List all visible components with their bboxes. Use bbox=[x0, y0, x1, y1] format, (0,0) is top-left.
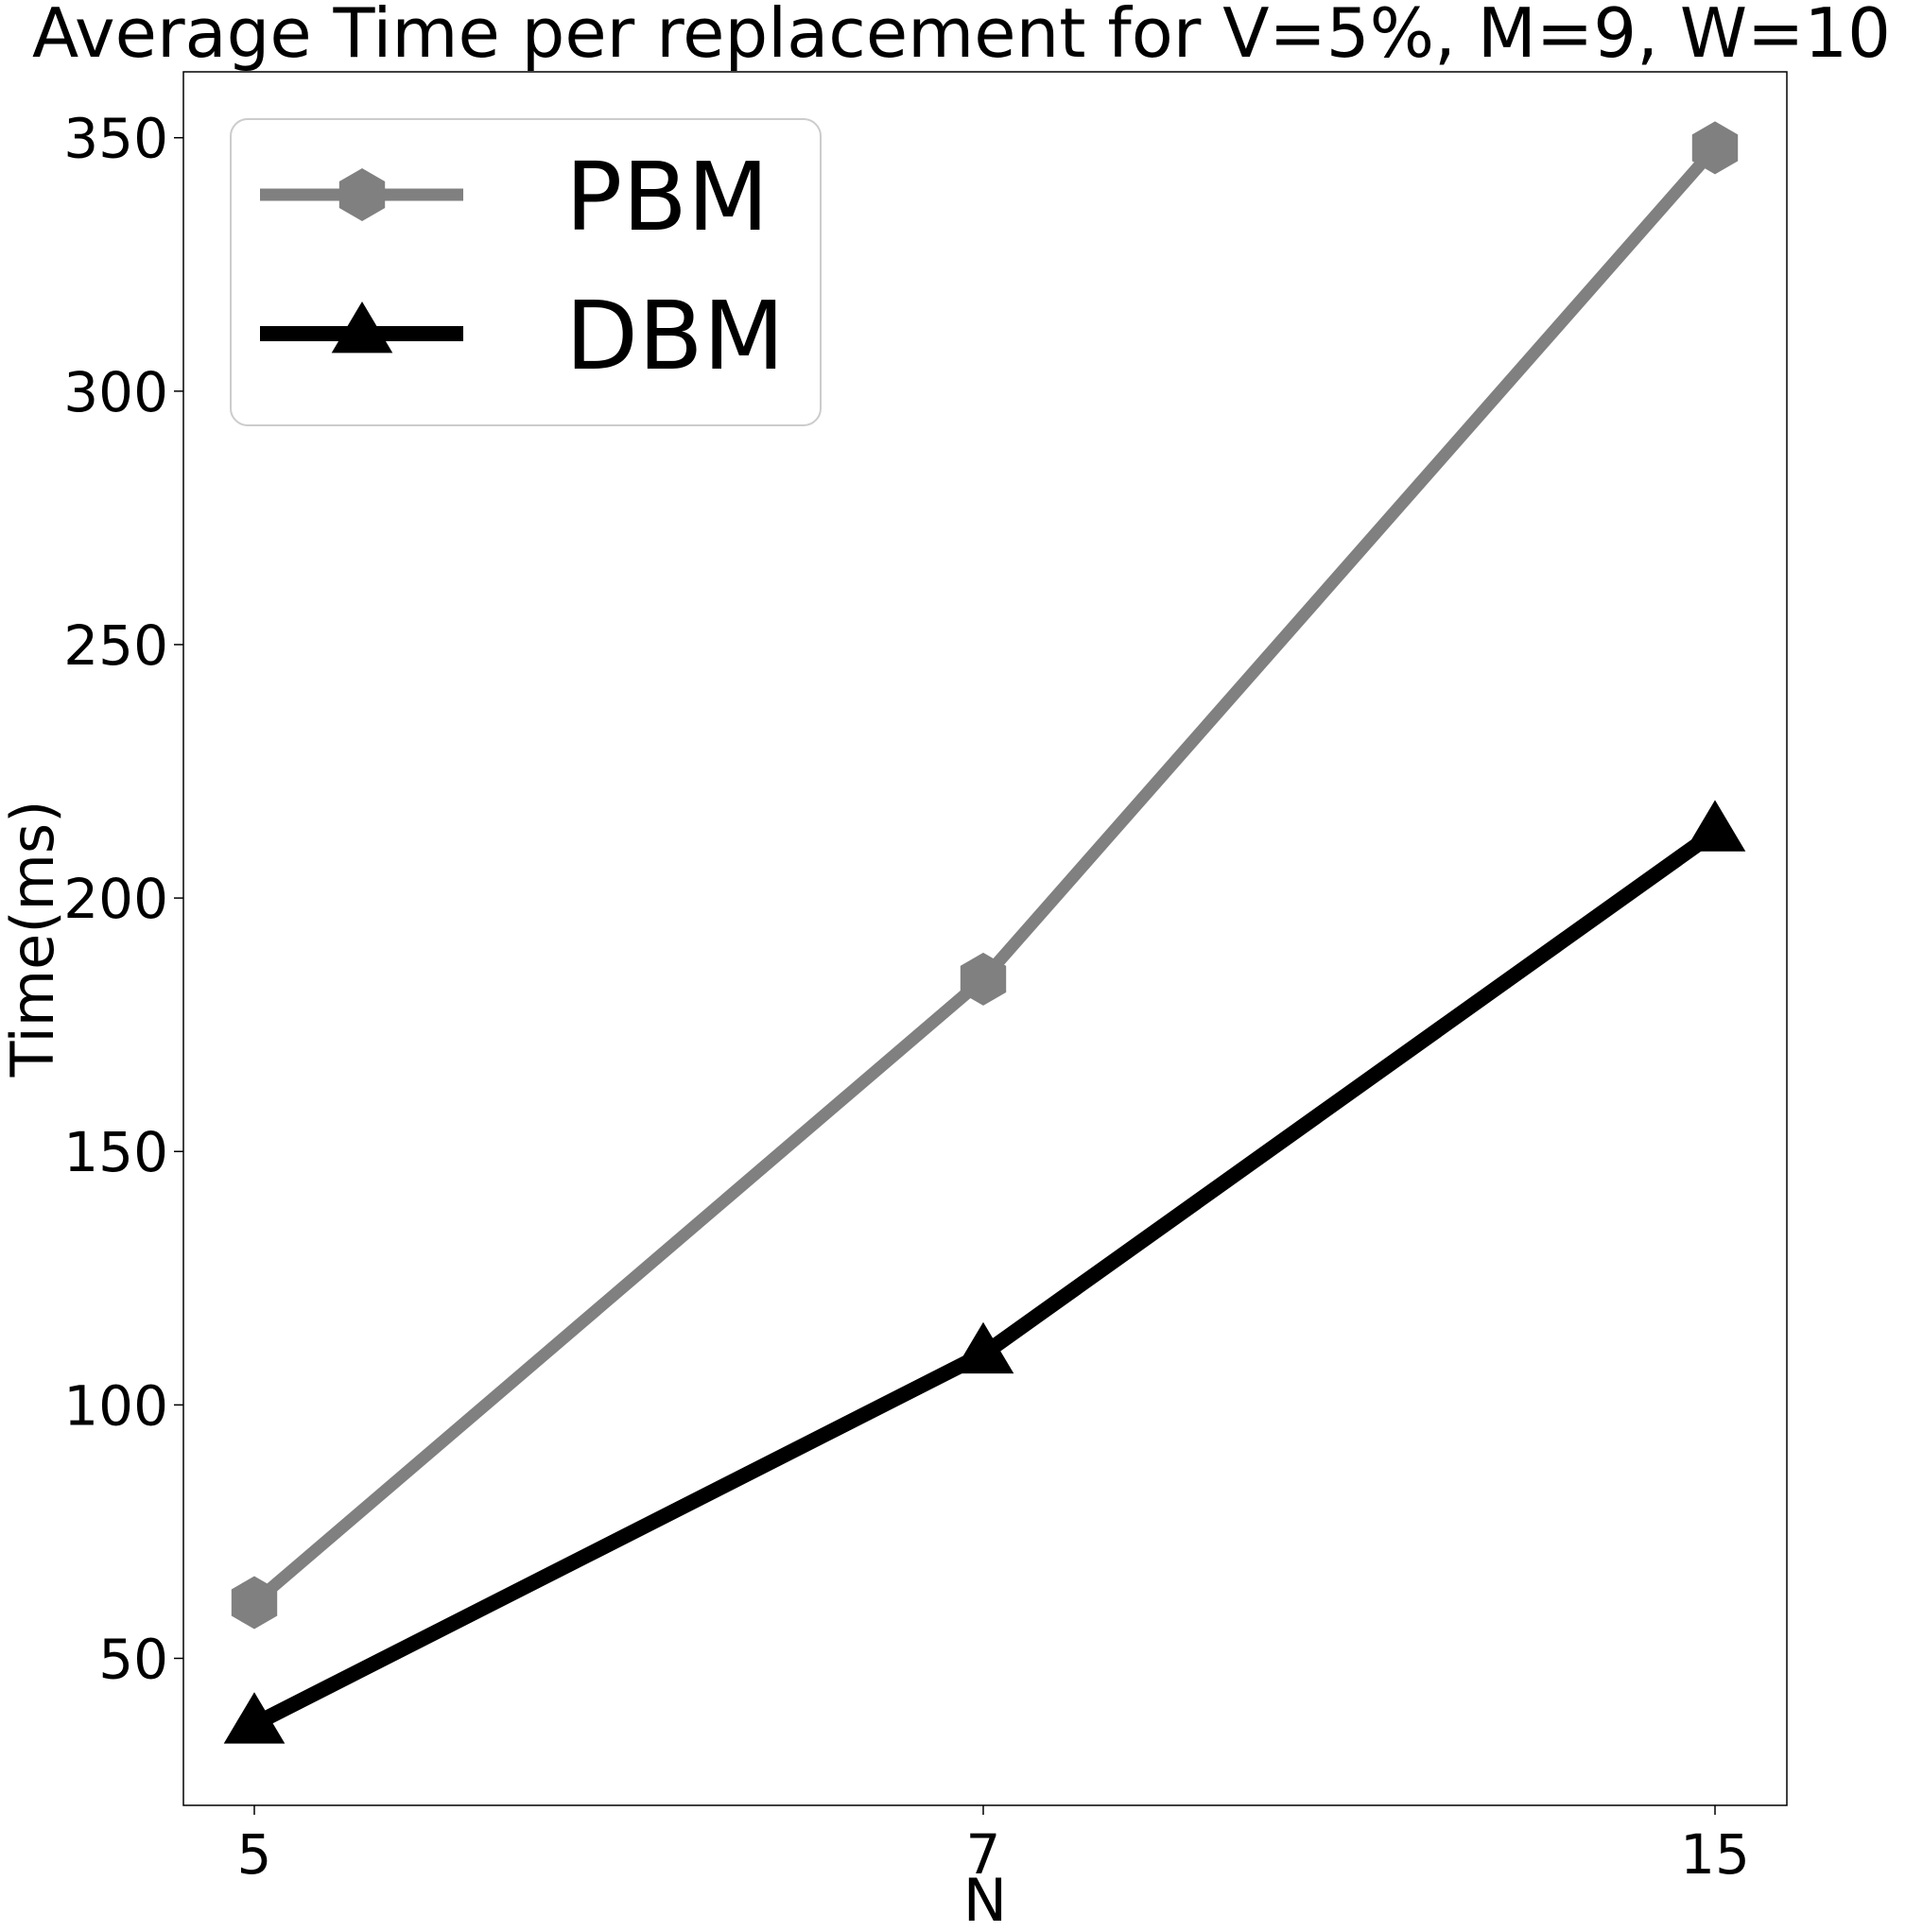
data-point-pbm bbox=[960, 952, 1007, 1006]
y-tick-label: 100 bbox=[63, 1373, 168, 1438]
data-point-dbm bbox=[1684, 800, 1746, 852]
y-axis-label: Time(ms) bbox=[0, 801, 67, 1078]
y-tick-label: 250 bbox=[63, 613, 168, 678]
plot-area-frame bbox=[182, 71, 1788, 1806]
y-tick-label: 50 bbox=[98, 1627, 168, 1691]
y-tick-label: 150 bbox=[63, 1120, 168, 1184]
legend-item-dbm: DBM bbox=[260, 281, 785, 391]
y-axis: 50 100 150 200 250 300 350 bbox=[63, 107, 183, 1691]
chart-title: Average Time per replacement for V=5%, M… bbox=[32, 0, 1891, 73]
data-point-dbm bbox=[952, 1321, 1014, 1374]
x-axis-label: N bbox=[963, 1866, 1007, 1932]
y-tick-label: 350 bbox=[63, 107, 168, 171]
legend-label-dbm: DBM bbox=[565, 281, 785, 391]
legend-item-pbm: PBM bbox=[260, 142, 769, 252]
series-pbm bbox=[231, 121, 1739, 1630]
legend-label-pbm: PBM bbox=[565, 142, 769, 252]
legend: PBM DBM bbox=[230, 118, 822, 426]
data-point-pbm bbox=[231, 1576, 278, 1630]
x-axis: 5 7 15 bbox=[237, 1805, 1750, 1887]
legend-marker-pbm bbox=[338, 168, 386, 221]
data-point-dbm bbox=[223, 1692, 286, 1744]
data-point-pbm bbox=[1691, 121, 1739, 175]
legend-marker-dbm bbox=[331, 302, 393, 354]
x-tick-label: 5 bbox=[237, 1822, 272, 1887]
x-tick-label: 7 bbox=[966, 1822, 1001, 1887]
x-tick-label: 15 bbox=[1680, 1822, 1750, 1887]
y-tick-label: 300 bbox=[63, 360, 168, 424]
series-dbm bbox=[223, 800, 1746, 1744]
y-tick-label: 200 bbox=[63, 867, 168, 931]
